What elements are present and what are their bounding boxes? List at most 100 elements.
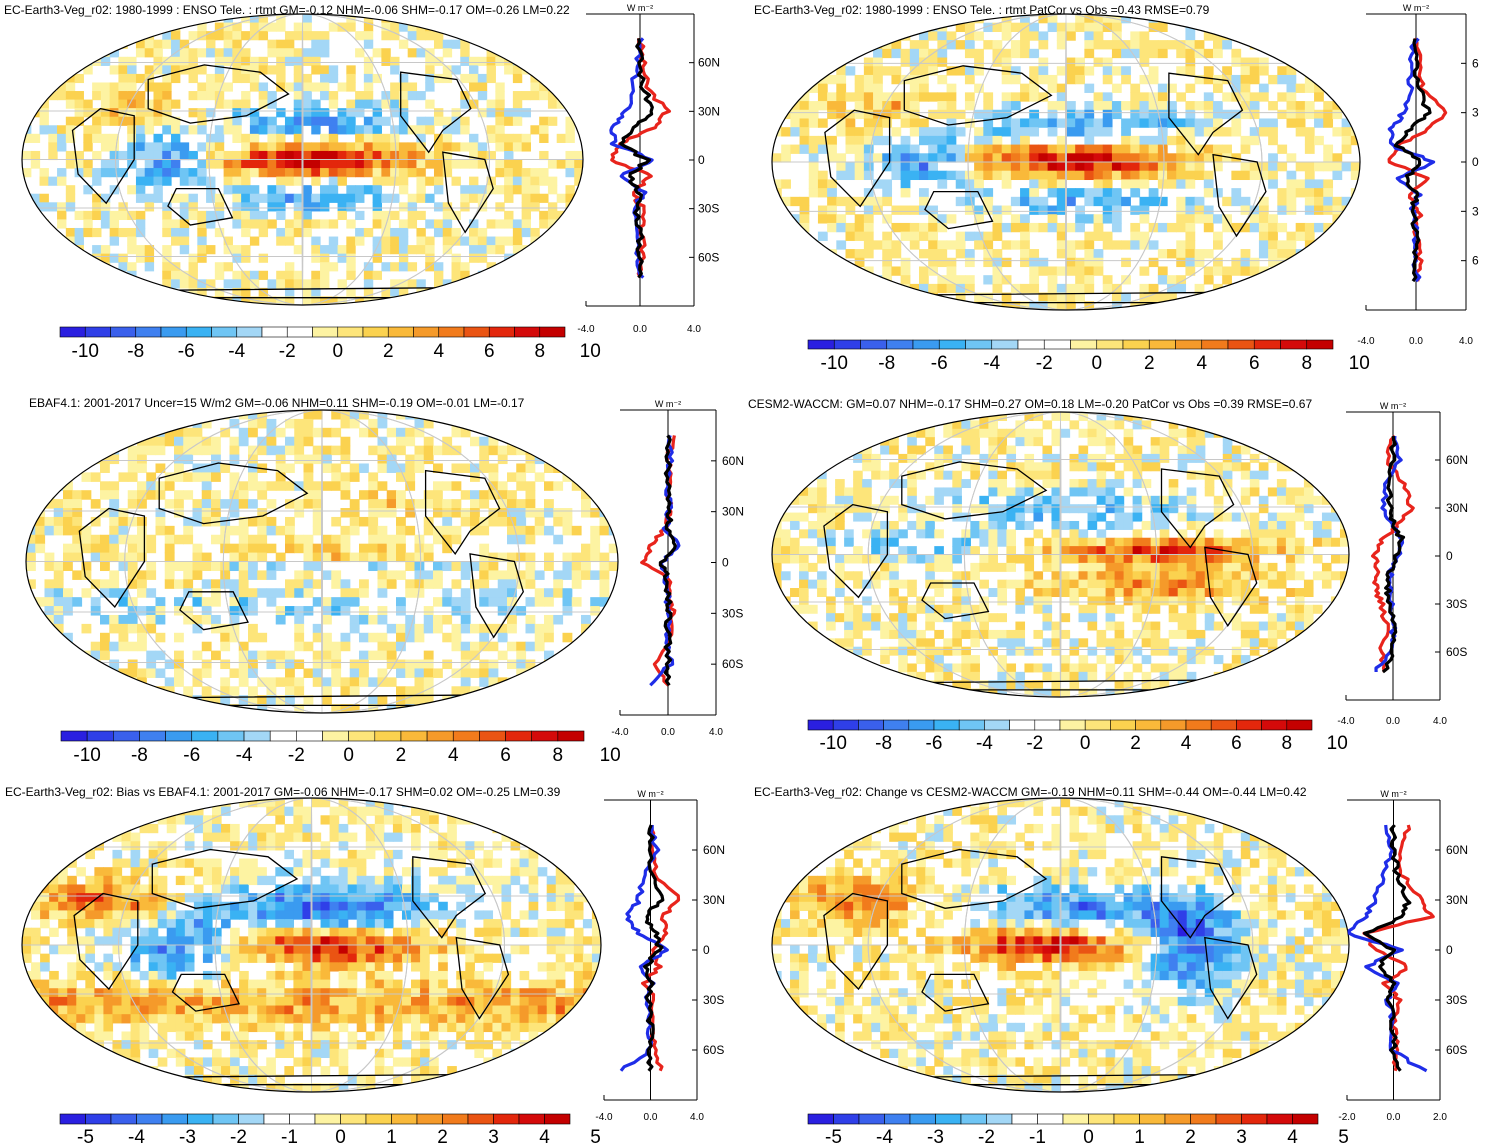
- heatmap-cell: [1213, 257, 1223, 268]
- heatmap-cell: [1194, 153, 1205, 163]
- heatmap-cell: [1093, 57, 1104, 67]
- heatmap-cell: [1295, 31, 1306, 41]
- heatmap-cell: [1010, 135, 1021, 146]
- heatmap-cell: [293, 31, 304, 41]
- heatmap-cell: [368, 445, 379, 456]
- heatmap-cell: [257, 534, 268, 545]
- heatmap-cell: [1051, 646, 1062, 656]
- heatmap-cell: [1038, 66, 1049, 76]
- coastline: [1168, 72, 1244, 156]
- heatmap-cell: [1295, 231, 1306, 241]
- heatmap-cell: [214, 142, 225, 152]
- heatmap-cell: [495, 142, 505, 152]
- heatmap-cell: [363, 262, 374, 272]
- heatmap-cell: [1157, 109, 1168, 120]
- heatmap-cell: [562, 445, 573, 456]
- heatmap-cell: [363, 39, 374, 49]
- heatmap-cell: [817, 101, 828, 111]
- heatmap-cell: [955, 170, 966, 181]
- heatmap-cell: [1029, 162, 1040, 172]
- heatmap-cell: [328, 65, 339, 75]
- heatmap-cell: [174, 597, 184, 607]
- heatmap-cell: [992, 231, 1003, 241]
- heatmap-cell: [919, 83, 929, 93]
- heatmap-cell: [135, 176, 146, 186]
- heatmap-cell: [1139, 144, 1150, 154]
- heatmap-cell: [1024, 554, 1035, 564]
- heatmap-cell: [1130, 118, 1141, 128]
- heatmap-cell: [414, 418, 425, 429]
- heatmap-cell: [127, 91, 137, 101]
- heatmap-cell: [1157, 40, 1168, 50]
- heatmap-cell: [248, 695, 258, 705]
- heatmap-cell: [608, 659, 618, 670]
- heatmap-cell: [486, 108, 496, 118]
- longitude-gridline: [124, 410, 520, 713]
- heatmap-cell: [164, 499, 175, 509]
- heatmap-cell: [229, 561, 240, 572]
- heatmap-cell: [599, 481, 610, 491]
- heatmap-cell: [891, 266, 902, 276]
- heatmap-cell: [1213, 40, 1223, 50]
- heatmap-cell: [1304, 205, 1315, 215]
- heatmap-cell: [556, 270, 567, 280]
- heatmap-cell: [1213, 292, 1223, 302]
- heatmap-cell: [328, 219, 339, 229]
- heatmap-cell: [1006, 445, 1017, 455]
- heatmap-cell: [934, 495, 944, 505]
- heatmap-cell: [539, 150, 549, 161]
- heatmap-cell: [512, 236, 523, 246]
- heatmap-cell: [405, 552, 416, 563]
- heatmap-cell: [853, 495, 863, 505]
- heatmap-cell: [1231, 222, 1242, 233]
- heatmap-cell: [100, 561, 110, 572]
- heatmap-cell: [1029, 205, 1040, 215]
- heatmap-cell: [396, 534, 406, 545]
- heatmap-cell: [331, 472, 342, 482]
- heatmap-cell: [368, 677, 379, 687]
- heatmap-cell: [1102, 92, 1113, 102]
- heatmap-cell: [127, 125, 137, 135]
- heatmap-cell: [808, 663, 818, 673]
- heatmap-cell: [398, 39, 409, 49]
- heatmap-cell: [1350, 231, 1360, 241]
- heatmap-cell: [109, 168, 120, 178]
- heatmap-cell: [433, 14, 444, 24]
- heatmap-cell: [1047, 118, 1058, 128]
- heatmap-cell: [799, 588, 809, 598]
- heatmap-cell: [516, 418, 527, 429]
- heatmap-cell: [1130, 170, 1141, 181]
- heatmap-cell: [460, 56, 470, 66]
- heatmap-cell: [118, 525, 129, 536]
- heatmap-cell: [118, 641, 129, 652]
- heatmap-cell: [530, 262, 540, 272]
- heatmap-cell: [530, 185, 540, 195]
- heatmap-cell: [808, 109, 819, 120]
- heatmap-cell: [214, 125, 225, 135]
- heatmap-cell: [916, 512, 926, 522]
- heatmap-cell: [229, 606, 240, 616]
- heatmap-cell: [346, 82, 356, 92]
- heatmap-cell: [599, 525, 610, 536]
- heatmap-cell: [398, 227, 409, 238]
- heatmap-cell: [479, 659, 490, 670]
- colorbar-label: -8: [131, 745, 148, 766]
- heatmap-cell: [1051, 680, 1062, 690]
- heatmap-cell: [433, 73, 444, 84]
- heatmap-cell: [507, 659, 517, 670]
- heatmap-cell: [845, 162, 856, 172]
- heatmap-cell: [1029, 31, 1040, 41]
- heatmap-cell: [171, 159, 181, 169]
- heatmap-cell: [53, 623, 64, 634]
- heatmap-cell: [562, 650, 573, 661]
- heatmap-cell: [772, 275, 782, 285]
- heatmap-cell: [590, 525, 601, 536]
- heatmap-cell: [1084, 162, 1095, 172]
- heatmap-cell: [1060, 495, 1071, 505]
- heatmap-cell: [1075, 240, 1085, 250]
- heatmap-cell: [808, 162, 819, 172]
- heatmap-cell: [109, 579, 120, 589]
- heatmap-cell: [65, 125, 76, 135]
- heatmap-cell: [137, 534, 147, 545]
- heatmap-cell: [488, 623, 499, 634]
